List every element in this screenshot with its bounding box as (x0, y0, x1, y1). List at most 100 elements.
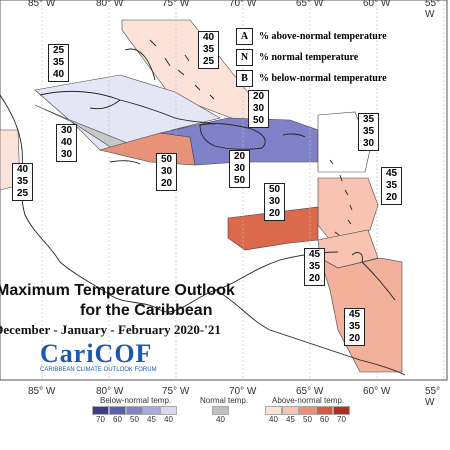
lon-label-top-6: 60° W (363, 0, 391, 9)
coast-trinidad (351, 252, 363, 263)
legend-text-below: % below-normal temperature (259, 73, 387, 84)
above-swatch (299, 406, 316, 415)
lon-label-top-3: 75° W (162, 0, 190, 9)
normal-value: 30 (252, 103, 265, 114)
below-value: 20 (160, 178, 173, 189)
above-value: 45 (286, 415, 295, 424)
below-value: 40 (52, 69, 65, 80)
lon-label-top-2: 80° W (96, 0, 124, 9)
legend-row-above: A % above-normal temperature (236, 26, 446, 47)
lon-label-top-5: 65° W (296, 0, 324, 9)
normal-value: 35 (348, 321, 361, 332)
coast-bahamas (149, 39, 215, 100)
lon-label-bottom-3: 75° W (162, 386, 190, 397)
above-value: 50 (160, 154, 173, 165)
above-values: 40 45 50 60 70 (265, 415, 350, 424)
below-swatches (92, 406, 177, 415)
scale-normal-label: Normal temp. (200, 396, 249, 405)
normal-value: 35 (385, 180, 398, 191)
scale-above-label: Above-normal temp. (272, 396, 345, 405)
normal-value: 35 (308, 261, 321, 272)
region-leeward (317, 111, 371, 173)
above-value: 25 (52, 45, 65, 56)
below-value: 20 (308, 273, 321, 284)
above-swatch (333, 406, 350, 415)
normal-value: 40 (60, 137, 73, 148)
above-swatches (265, 406, 350, 415)
above-value: 20 (252, 91, 265, 102)
coast-south-america (214, 289, 406, 376)
below-value: 25 (16, 188, 29, 199)
lon-label-bottom-4: 70° W (229, 386, 257, 397)
prob-box-cayman: 30 40 30 (56, 124, 77, 162)
region-cuba-west (34, 74, 221, 153)
legend-key: A % above-normal temperature N % normal … (236, 26, 446, 89)
above-value: 60 (320, 415, 329, 424)
lon-label-bottom-1: 85° W (28, 386, 56, 397)
normal-swatch (212, 406, 229, 415)
above-value: 45 (308, 249, 321, 260)
prob-box-hispaniola: 20 30 50 (248, 90, 269, 128)
below-value: 20 (385, 192, 398, 203)
below-value: 25 (202, 56, 215, 67)
prob-box-cuba-west: 25 35 40 (48, 44, 69, 82)
below-swatch (160, 406, 177, 415)
legend-row-below: B % below-normal temperature (236, 68, 446, 89)
above-value: 70 (337, 415, 346, 424)
coast-antilles (329, 159, 353, 236)
normal-swatches (212, 406, 229, 415)
normal-values: 40 (212, 415, 229, 424)
prob-box-guianas: 45 35 20 (344, 308, 365, 346)
coast-guianas (361, 261, 396, 301)
legend-row-normal: N % normal temperature (236, 47, 446, 68)
prob-box-jamaica: 50 30 20 (156, 153, 177, 191)
above-value: 20 (233, 151, 246, 162)
lon-label-top-1: 85° W (28, 0, 56, 9)
below-swatch (143, 406, 160, 415)
scale-below-label: Below-normal temp. (100, 396, 172, 405)
coast-puerto-rico (282, 133, 306, 138)
below-swatch (126, 406, 143, 415)
lon-label-bottom-5: 65° W (296, 386, 324, 397)
below-value: 60 (113, 415, 122, 424)
logo-name: CariCOF (40, 339, 153, 368)
prob-box-windward: 45 35 20 (381, 167, 402, 205)
coast-jamaica (109, 160, 141, 165)
normal-value: 35 (52, 57, 65, 68)
above-value: 30 (60, 125, 73, 136)
below-value: 20 (268, 208, 281, 219)
region-abc-islands (227, 206, 319, 251)
below-swatch (92, 406, 109, 415)
coast-cuba (39, 90, 216, 125)
normal-value: 40 (216, 415, 225, 424)
normal-value: 35 (362, 126, 375, 137)
above-swatch (282, 406, 299, 415)
lon-label-bottom-6: 60° W (363, 386, 391, 397)
normal-value: 35 (202, 44, 215, 55)
legend-letter-a: A (236, 28, 253, 45)
below-value: 30 (60, 149, 73, 160)
above-value: 35 (362, 114, 375, 125)
prob-box-bahamas: 40 35 25 (198, 31, 219, 69)
lon-label-bottom-7: 55° W (425, 386, 441, 408)
above-value: 45 (348, 309, 361, 320)
above-swatch (265, 406, 282, 415)
legend-text-above: % above-normal temperature (259, 31, 387, 42)
above-value: 40 (269, 415, 278, 424)
map-title: Maximum Temperature Outlook (0, 282, 235, 299)
lon-label-bottom-2: 80° W (96, 386, 124, 397)
above-value: 40 (202, 32, 215, 43)
below-value: 50 (233, 175, 246, 186)
scale-normal: 40 (212, 406, 229, 424)
below-value: 20 (348, 333, 361, 344)
legend-text-normal: % normal temperature (259, 52, 359, 63)
below-values: 70 60 50 45 40 (92, 415, 177, 424)
below-value: 45 (147, 415, 156, 424)
normal-value: 30 (233, 163, 246, 174)
map-period: December - January - February 2020-'21 (0, 322, 221, 337)
caricof-logo: CariCOF CARIBBEAN CLIMATE OUTLOOK FORUM (40, 339, 180, 374)
prob-box-hispaniola-south: 20 30 50 (229, 150, 250, 188)
above-value: 45 (385, 168, 398, 179)
prob-box-abc-islands: 50 30 20 (264, 183, 285, 221)
